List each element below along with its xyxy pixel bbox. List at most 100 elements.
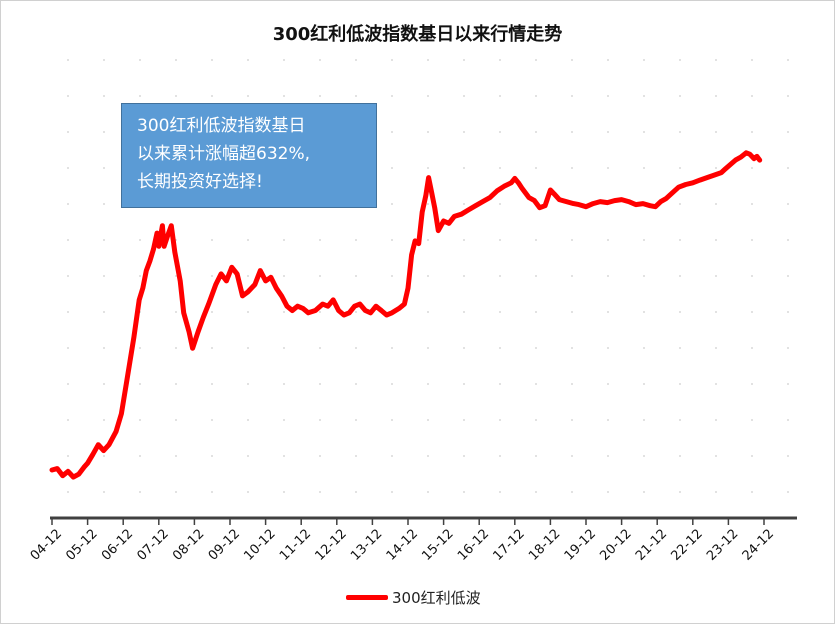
x-tick-label: 17-12 xyxy=(491,526,528,563)
x-tick-label: 18-12 xyxy=(526,526,563,563)
grid-dot xyxy=(571,311,573,313)
grid-dot xyxy=(535,131,537,133)
grid-dot xyxy=(355,347,357,349)
series-line xyxy=(49,150,763,480)
x-tick-label: 07-12 xyxy=(135,526,172,563)
grid-dot xyxy=(679,311,681,313)
grid-dot xyxy=(679,491,681,493)
grid-dot xyxy=(175,491,177,493)
grid-dot xyxy=(571,239,573,241)
grid-dot xyxy=(67,167,69,169)
grid-dot xyxy=(715,311,717,313)
grid-dot xyxy=(463,455,465,457)
grid-dot xyxy=(499,311,501,313)
grid-dot xyxy=(175,383,177,385)
grid-dot xyxy=(67,239,69,241)
grid-dot xyxy=(427,167,429,169)
grid-dot xyxy=(103,131,105,133)
grid-dot xyxy=(355,95,357,97)
grid-dot xyxy=(463,59,465,61)
grid-dot xyxy=(283,491,285,493)
grid-dot xyxy=(355,311,357,313)
grid-dot xyxy=(499,383,501,385)
grid-dot xyxy=(391,95,393,97)
grid-dot xyxy=(679,95,681,97)
grid-dot xyxy=(715,167,717,169)
grid-dot xyxy=(571,455,573,457)
grid-dot xyxy=(283,455,285,457)
grid-dot xyxy=(535,167,537,169)
grid-dot xyxy=(319,95,321,97)
chart-title: 300红利低波指数基日以来行情走势 xyxy=(272,24,563,45)
x-tick-label: 12-12 xyxy=(313,526,350,563)
grid-dot xyxy=(607,239,609,241)
grid-dot xyxy=(211,239,213,241)
grid-dot xyxy=(67,203,69,205)
grid-dot xyxy=(391,167,393,169)
x-tick-label: 21-12 xyxy=(633,526,670,563)
grid-dot xyxy=(247,383,249,385)
grid-dot xyxy=(607,491,609,493)
grid-dot xyxy=(643,311,645,313)
x-tick-label: 14-12 xyxy=(384,526,421,563)
x-tick-label: 22-12 xyxy=(669,526,706,563)
grid-dot xyxy=(355,419,357,421)
grid-dot xyxy=(283,275,285,277)
grid-dot xyxy=(139,59,141,61)
grid-dot xyxy=(715,383,717,385)
grid-dot xyxy=(463,203,465,205)
grid-dot xyxy=(679,203,681,205)
grid-dot xyxy=(715,419,717,421)
grid-dot xyxy=(139,239,141,241)
grid-dot xyxy=(67,59,69,61)
grid-dot xyxy=(211,95,213,97)
grid-dot xyxy=(67,419,69,421)
grid-dot xyxy=(247,419,249,421)
grid-dot xyxy=(427,419,429,421)
grid-dot xyxy=(643,383,645,385)
grid-dot xyxy=(571,347,573,349)
grid-dot xyxy=(355,455,357,457)
grid-dot xyxy=(535,383,537,385)
grid-dot xyxy=(211,347,213,349)
grid-dot xyxy=(643,95,645,97)
grid-dot xyxy=(67,131,69,133)
grid-dot xyxy=(211,383,213,385)
grid-dot xyxy=(391,203,393,205)
grid-dot xyxy=(427,491,429,493)
grid-dot xyxy=(427,311,429,313)
grid-dot xyxy=(607,167,609,169)
grid-dot xyxy=(211,275,213,277)
grid-dot xyxy=(175,95,177,97)
grid-dot xyxy=(67,311,69,313)
grid-dot xyxy=(319,455,321,457)
grid-dot xyxy=(535,455,537,457)
grid-dot xyxy=(643,131,645,133)
grid-dot xyxy=(535,491,537,493)
grid-dot xyxy=(67,491,69,493)
grid-dot xyxy=(643,239,645,241)
grid-dot xyxy=(751,455,753,457)
grid-dot xyxy=(643,275,645,277)
grid-dot xyxy=(607,419,609,421)
grid-dot xyxy=(139,491,141,493)
grid-dot xyxy=(103,275,105,277)
grid-dot xyxy=(787,419,789,421)
grid-dot xyxy=(535,347,537,349)
grid-dot xyxy=(499,203,501,205)
grid-dot xyxy=(535,311,537,313)
annotation-line-2: 以来累计涨幅超632%, xyxy=(137,144,311,164)
grid-dot xyxy=(427,59,429,61)
grid-dot xyxy=(247,311,249,313)
grid-dot xyxy=(751,131,753,133)
grid-dot xyxy=(715,59,717,61)
grid-dot xyxy=(247,275,249,277)
grid-dot xyxy=(319,275,321,277)
grid-dot xyxy=(427,275,429,277)
grid-dot xyxy=(283,383,285,385)
grid-dot xyxy=(103,95,105,97)
grid-dot xyxy=(319,419,321,421)
grid-dot xyxy=(67,347,69,349)
grid-dot xyxy=(499,95,501,97)
grid-dot xyxy=(787,275,789,277)
